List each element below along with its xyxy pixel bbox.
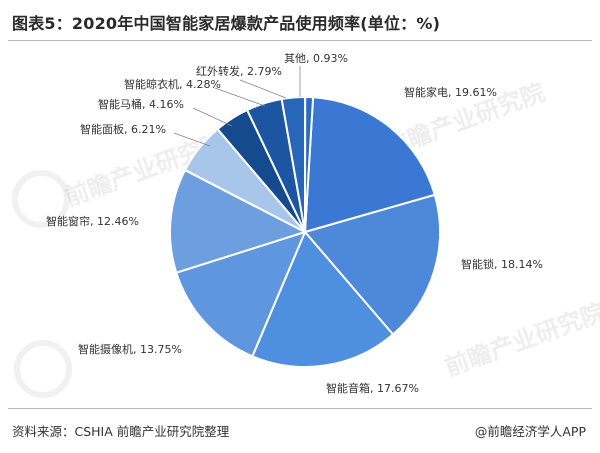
slice-label: 智能窗帘, 12.46% (46, 214, 139, 228)
pie-slice-2 (303, 193, 441, 336)
pie-slice-1 (303, 96, 437, 234)
leader-line (239, 79, 287, 99)
leader-line (192, 107, 233, 127)
title-divider (8, 40, 592, 41)
slice-label: 智能摄像机, 13.75% (78, 342, 182, 356)
pie-slice-3 (251, 230, 395, 368)
slice-label: 智能晾衣机, 4.28% (124, 77, 221, 91)
watermark-logo (14, 340, 72, 398)
leader-line (214, 87, 266, 107)
slice-label: 智能家电, 19.61% (404, 85, 497, 99)
pie-slice-5 (169, 168, 308, 274)
leader-line (173, 132, 211, 147)
chart-title: 图表5：2020年中国智能家居爆款产品使用频率(单位：%) (12, 14, 441, 33)
slice-label: 红外转发, 2.79% (196, 64, 282, 78)
watermark-logo (12, 170, 70, 228)
slice-label: 智能面板, 6.21% (80, 122, 166, 136)
footer-divider (8, 408, 592, 409)
slice-label: 智能马桶, 4.16% (98, 97, 184, 111)
slice-label: 其他, 0.93% (284, 52, 348, 65)
credit-note: @前瞻经济学人APP (474, 424, 586, 439)
slice-label: 智能锁, 18.14% (461, 257, 543, 271)
pie-slice-10 (304, 95, 315, 233)
source-note: 资料来源：CSHIA 前瞻产业研究院整理 (12, 424, 230, 439)
slice-label: 智能音箱, 17.67% (326, 381, 419, 395)
